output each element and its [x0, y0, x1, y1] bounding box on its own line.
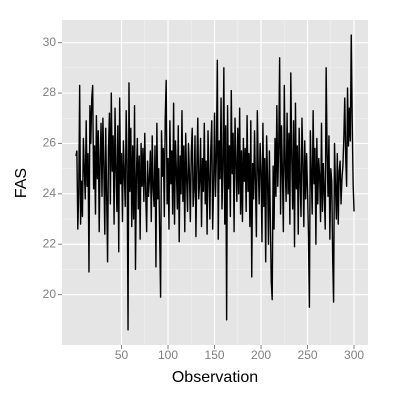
data-line [75, 34, 355, 331]
y-tick-label: 24 [43, 186, 57, 200]
x-tick-label: 250 [298, 348, 318, 362]
x-axis-title: Observation [172, 369, 258, 386]
y-tick-label: 22 [43, 236, 57, 250]
x-tick-label: 50 [115, 348, 129, 362]
y-tick-label: 28 [43, 85, 57, 99]
y-axis-title: FAS [13, 168, 30, 198]
y-tick-label: 26 [43, 136, 57, 150]
y-tick-label: 20 [43, 287, 57, 301]
y-tick-label: 30 [43, 35, 57, 49]
x-tick-label: 300 [344, 348, 364, 362]
x-tick-label: 200 [251, 348, 271, 362]
x-tick-label: 100 [158, 348, 178, 362]
x-tick-label: 150 [205, 348, 225, 362]
